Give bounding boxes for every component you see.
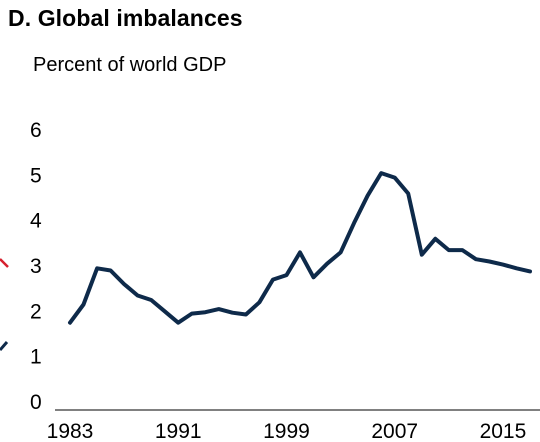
y-tick-label: 5 bbox=[30, 164, 42, 187]
x-axis-tick-labels: 1983 1991 1999 2007 2015 bbox=[47, 420, 527, 442]
y-axis-tick-labels: 0 1 2 3 4 5 6 bbox=[30, 119, 42, 414]
plot-area bbox=[68, 171, 532, 325]
x-tick-label: 1991 bbox=[155, 420, 202, 442]
series-line bbox=[68, 171, 532, 325]
x-tick-label: 2015 bbox=[480, 420, 527, 442]
x-tick-label: 1983 bbox=[47, 420, 94, 442]
chart-title: D. Global imbalances bbox=[8, 5, 243, 31]
neighbor-navy-line-fragment bbox=[0, 341, 9, 351]
chart-subtitle: Percent of world GDP bbox=[33, 54, 227, 76]
y-tick-label: 2 bbox=[30, 300, 42, 323]
y-tick-label: 1 bbox=[30, 346, 42, 369]
x-tick-label: 1999 bbox=[263, 420, 310, 442]
y-tick-label: 6 bbox=[30, 119, 42, 142]
y-tick-label: 4 bbox=[30, 210, 42, 233]
y-tick-label: 3 bbox=[30, 255, 42, 278]
y-tick-label: 0 bbox=[30, 391, 42, 414]
neighbor-red-line-fragment bbox=[0, 258, 9, 268]
x-tick-label: 2007 bbox=[371, 420, 418, 442]
